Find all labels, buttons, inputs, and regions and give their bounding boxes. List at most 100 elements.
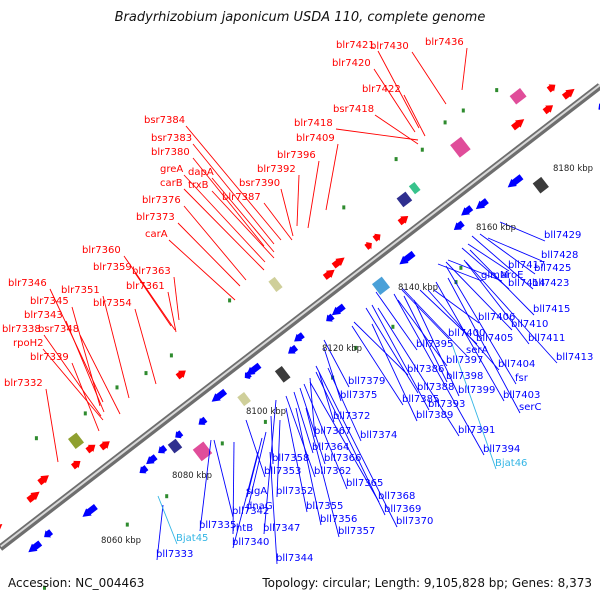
scale-label-8180-kbp: 8180 kbp xyxy=(553,164,593,174)
leader-line-rhtb xyxy=(232,441,235,535)
reverse-gene-label-bll7352: bll7352 xyxy=(276,486,313,497)
leader-line-blr7430 xyxy=(411,51,447,105)
forward-gene-label-bsr7348: bsr7348 xyxy=(38,324,79,335)
annotation-block xyxy=(450,136,471,158)
leader-line-bll7344 xyxy=(269,451,278,565)
map-title: Bradyrhizobium japonicum USDA 110, compl… xyxy=(115,10,486,25)
reverse-gene-label-aroe: aroE xyxy=(501,270,523,281)
reverse-gene-label-bll7367: bll7367 xyxy=(314,426,351,437)
leader-line-bsr7390 xyxy=(280,188,294,237)
forward-gene-arrow xyxy=(546,84,556,93)
backbone-highlight xyxy=(0,83,600,548)
summary-label: Topology: circular; Length: 9,105,828 bp… xyxy=(261,576,592,590)
reverse-gene-label-bll7386: bll7386 xyxy=(407,364,444,375)
leader-line-bll7375 xyxy=(323,347,342,402)
reverse-gene-label-bll7404: bll7404 xyxy=(498,359,535,370)
leader-line-bll7340 xyxy=(232,451,259,549)
leader-line-bll7398 xyxy=(403,295,448,383)
reverse-gene-label-bll7365: bll7365 xyxy=(346,478,383,489)
forward-gene-label-cara: carA xyxy=(145,229,168,240)
forward-gene-label-blr7343: blr7343 xyxy=(24,310,63,321)
reverse-gene-label-bll7375: bll7375 xyxy=(340,390,377,401)
leader-line-blr7373 xyxy=(177,222,241,287)
leader-line-bll7366 xyxy=(299,387,326,465)
reverse-gene-label-serc: serC xyxy=(519,402,541,413)
forward-gene-arrow xyxy=(26,491,40,503)
annotation-block xyxy=(192,441,213,462)
reverse-gene-label-bll7389: bll7389 xyxy=(416,410,453,421)
reverse-gene-label-bll7411: bll7411 xyxy=(528,333,565,344)
feature-tick xyxy=(263,419,267,424)
feature-tick xyxy=(83,411,87,416)
forward-gene-label-bsr7384: bsr7384 xyxy=(144,115,185,126)
leader-line-bll7362 xyxy=(285,395,316,478)
feature-tick xyxy=(443,120,447,125)
reverse-gene-arrow xyxy=(288,344,299,354)
reverse-gene-label-bll7379: bll7379 xyxy=(348,376,385,387)
reverse-gene-label-bll7428: bll7428 xyxy=(541,250,578,261)
forward-gene-label-bsr7390: bsr7390 xyxy=(239,178,280,189)
forward-gene-arrow xyxy=(364,242,372,250)
forward-gene-label-blr7339: blr7339 xyxy=(30,352,69,363)
reverse-gene-label-bll7366: bll7366 xyxy=(324,453,361,464)
reverse-gene-label-bll7362: bll7362 xyxy=(314,466,351,477)
forward-gene-arrow xyxy=(322,269,335,280)
reverse-gene-label-bll7347: bll7347 xyxy=(263,523,300,534)
forward-gene-arrow xyxy=(397,216,409,226)
forward-gene-arrow xyxy=(70,460,81,470)
reverse-gene-label-rhtb: rhtB xyxy=(232,523,253,534)
leader-line-blr7380 xyxy=(192,157,265,247)
leader-line-aroe xyxy=(447,259,503,282)
leader-line-bll7404 xyxy=(427,289,500,371)
reverse-gene-label-bll7415: bll7415 xyxy=(533,304,570,315)
leader-line-bll7365 xyxy=(303,383,348,490)
reverse-gene-label-bll7388: bll7388 xyxy=(417,382,454,393)
reverse-gene-label-bll7405: bll7405 xyxy=(476,333,513,344)
leader-line-bll7333 xyxy=(156,504,164,561)
annotation-block xyxy=(509,88,527,105)
leader-line-blr7409 xyxy=(325,143,339,211)
feature-tick xyxy=(165,494,169,499)
forward-gene-label-blr7380: blr7380 xyxy=(151,147,190,158)
annotation-block xyxy=(274,365,291,383)
leader-line-bll7403 xyxy=(435,281,505,402)
leader-line-blr7354 xyxy=(134,308,157,385)
forward-gene-arrow xyxy=(37,475,49,486)
forward-gene-arrow xyxy=(511,119,525,131)
reverse-gene-label-bll7374: bll7374 xyxy=(360,430,397,441)
forward-gene-label-grea: greA xyxy=(160,164,183,175)
forward-gene-label-blr7354: blr7354 xyxy=(93,298,132,309)
leader-line-bll7352 xyxy=(276,419,281,498)
reverse-gene-arrow xyxy=(331,303,346,316)
leader-line-blr7421 xyxy=(377,50,420,129)
leader-line-blr7387 xyxy=(263,202,293,241)
reverse-gene-arrow xyxy=(28,540,43,553)
annotation-block xyxy=(396,191,413,208)
reverse-gene-label-glmm: glmM xyxy=(481,270,509,281)
scale-label-8080-kbp: 8080 kbp xyxy=(172,471,212,481)
forward-gene-label-dapa: dapA xyxy=(188,167,214,178)
reverse-gene-label-bll7372: bll7372 xyxy=(333,411,370,422)
leader-line-bsr7348 xyxy=(79,334,121,415)
feature-tick xyxy=(394,157,398,162)
annotation-block xyxy=(67,432,85,449)
leader-line-grea xyxy=(183,174,266,263)
scale-label-8160-kbp: 8160 kbp xyxy=(476,223,516,233)
leader-line-blr7420 xyxy=(373,68,416,133)
leader-line-bll7342 xyxy=(213,439,234,518)
reverse-gene-label-bll7391: bll7391 xyxy=(458,425,495,436)
forward-gene-label-blr7436: blr7436 xyxy=(425,37,464,48)
reverse-gene-label-bll7368: bll7368 xyxy=(378,491,415,502)
feature-tick xyxy=(391,324,395,329)
forward-gene-label-blr7351: blr7351 xyxy=(61,285,100,296)
leader-line-bll7386 xyxy=(353,321,409,376)
reverse-gene-label-bll7356: bll7356 xyxy=(320,514,357,525)
leader-line-bll7394 xyxy=(393,293,485,456)
forward-gene-label-blr7363: blr7363 xyxy=(132,266,171,277)
leader-line-blr7422 xyxy=(403,94,426,137)
reverse-gene-arrow xyxy=(598,102,600,111)
leader-line-blr7339 xyxy=(71,362,100,432)
reverse-gene-label-bll7406: bll7406 xyxy=(478,312,515,323)
leader-line-bll7393 xyxy=(371,304,430,411)
